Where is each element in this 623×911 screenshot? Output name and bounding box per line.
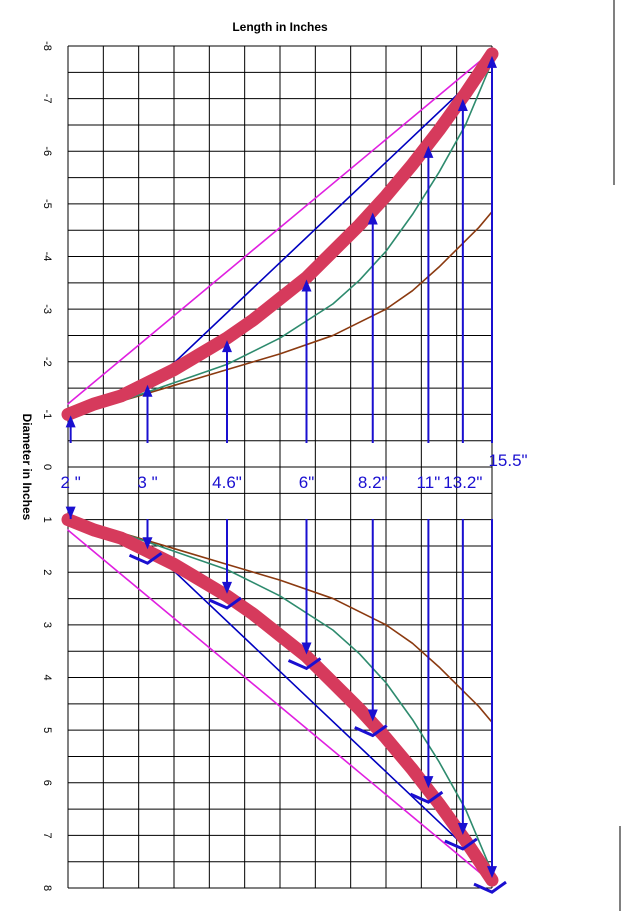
length-annotations: 2 " 3 " 4.6" 6" 8.2" 11" 13.2" 15.5" [61,451,528,492]
y-tick-label: 7 [41,832,53,838]
length-label: 13.2" [443,473,482,492]
y-tick-label: -6 [41,146,53,156]
series-line-main [61,47,499,421]
arrow-head-down [367,709,378,722]
arrow-head-up [487,55,497,68]
arrow-head-up [142,384,153,397]
diameter-arrow [473,880,507,894]
series-line-main [61,513,499,887]
arrow-head-down [65,506,76,519]
arrow-head-down [487,866,497,879]
arrow-head-down [142,537,153,550]
y-tick-label: 4 [41,674,53,680]
diameter-arrow [444,837,478,851]
arrow-head-up [65,415,76,428]
y-tick-label: 1 [41,517,53,523]
diameter-arrow [354,724,388,738]
arrow-head-down [301,642,312,655]
y-tick-label: 0 [41,464,53,470]
diameter-arrow [409,790,444,804]
length-label: 3 " [137,473,157,492]
series-line [67,518,493,874]
y-tick-label: 8 [41,885,53,891]
y-tick-label: 5 [41,727,53,733]
length-label: 2 " [61,473,81,492]
y-tick-labels: 8 7 6 5 4 3 2 1 0 -1 -2 -3 -4 -5 -6 -7 -8 [41,41,53,891]
arrow-head-down [423,776,434,789]
arrow-head-down [222,581,232,594]
series-line [67,50,493,405]
series-line [67,529,493,884]
y-tick-label: 3 [41,622,53,628]
chart-title: Length in Inches [232,20,328,34]
length-label: 15.5" [488,451,527,470]
arrow-head-up [457,99,468,112]
diameter-arrow [128,551,163,565]
y-axis-title: Diameter in Inches [20,414,34,521]
length-label: 11" [417,473,441,492]
y-tick-label: -1 [41,409,53,419]
y-tick-label: 6 [41,780,53,786]
y-tick-label: -5 [41,199,53,209]
series-line [67,210,493,416]
diameter-arrow [208,596,242,610]
series-line [67,518,493,724]
length-label: 8.2" [358,473,388,492]
y-tick-label: -4 [41,252,53,262]
y-tick-label: -7 [41,94,53,104]
arrow-head-up [222,340,232,353]
series-line [67,60,493,416]
arrow-head-up [367,212,378,225]
y-tick-label: 2 [41,569,53,575]
arrow-head-up [301,279,312,292]
arrow-head-down [457,822,468,835]
y-tick-label: -8 [41,41,53,51]
length-label: 4.6" [212,473,242,492]
y-tick-label: -2 [41,357,53,367]
diameter-arrow [287,657,322,671]
measurement-arrows [65,55,507,894]
y-tick-label: -3 [41,304,53,314]
length-label: 6" [299,473,315,492]
arrow-head-up [423,145,434,158]
